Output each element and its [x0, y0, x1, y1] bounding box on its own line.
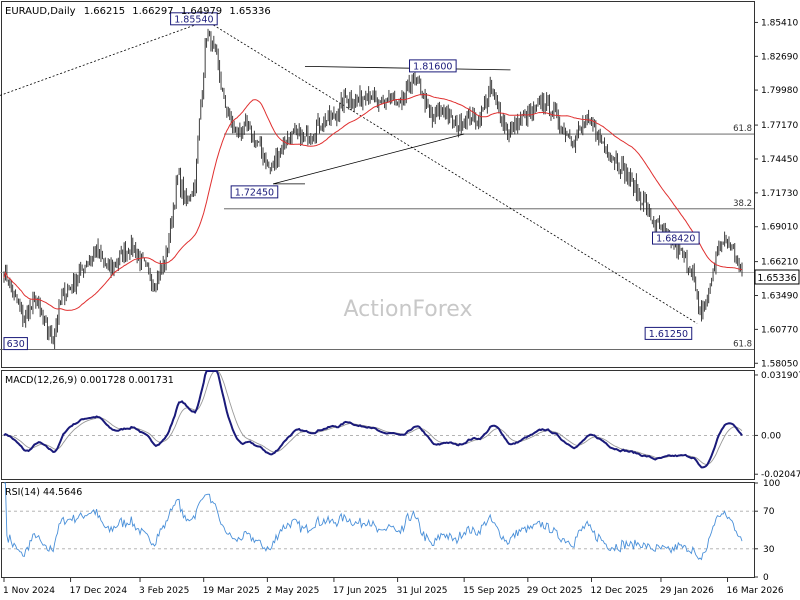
rsi-axis: 100 70 30 0: [754, 479, 780, 583]
trend-line-dotted: [0, 20, 207, 96]
trend-line-solid: [273, 133, 465, 185]
price-axis-label: 1.85410: [761, 18, 798, 28]
candles: [3, 28, 743, 350]
macd-axis-label: 0.031907: [761, 371, 800, 381]
annotation-box: [3, 337, 28, 351]
annotation-label: 1.72450: [235, 187, 274, 198]
price-axis-label: 1.79980: [761, 86, 798, 96]
current-price-label: 1.65336: [757, 273, 796, 284]
price-axis-label: 1.71730: [761, 189, 798, 199]
annotation-box: [644, 326, 693, 340]
time-axis-label: 3 Feb 2025: [139, 586, 189, 596]
rsi-axis-label: 70: [763, 507, 775, 517]
price-panel-frame: [1, 1, 755, 368]
rsi-axis-label: 0: [763, 573, 769, 583]
current-price-box: [754, 269, 800, 285]
time-axis-label: 17 Jun 2025: [333, 586, 387, 596]
price-axis-label: 1.77170: [761, 121, 798, 131]
time-axis: 1 Nov 2024 17 Dec 2024 3 Feb 2025 19 Mar 20…: [3, 577, 784, 596]
time-axis-label: 1 Nov 2024: [3, 586, 55, 596]
macd-axis-label: 0.00: [761, 431, 781, 441]
annotation-box: [409, 59, 457, 73]
annotation-box: [170, 12, 218, 26]
time-axis-label: 16 Mar 2026: [727, 586, 784, 596]
ohlc-open: 1.66215: [84, 6, 125, 17]
price-axis-label: 1.63490: [761, 291, 798, 301]
ohlc-high: 1.66297: [132, 6, 173, 17]
macd-axis-label: -0.020479: [761, 470, 800, 480]
moving-average-line: [3, 93, 743, 311]
symbol-label: EURAUD,Daily: [5, 6, 76, 17]
macd-line: [3, 370, 743, 469]
ohlc-close: 1.65336: [229, 6, 270, 17]
time-axis-label: 12 Dec 2025: [591, 586, 649, 596]
price-annotations: 1.85540 1.81600 1.72450 1.68420 1.61250 630: [3, 12, 700, 351]
rsi-line: [4, 482, 743, 561]
annotation-label: 1.85540: [174, 14, 213, 25]
annotation-label: 1.68420: [656, 234, 695, 245]
price-axis: 1.85410 1.82690 1.79980 1.77170 1.74450 1.717…: [754, 18, 798, 369]
annotation-box: [652, 231, 700, 245]
price-axis-label: 1.60770: [761, 325, 798, 335]
time-axis-label: 19 Mar 2025: [203, 586, 260, 596]
macd-axis: 0.031907 0.00 -0.020479: [754, 371, 800, 480]
macd-title: MACD(12,26,9) 0.001728 0.001731: [5, 375, 174, 386]
macd-panel-frame: [1, 370, 755, 480]
annotation-label: 630: [7, 339, 25, 350]
price-axis-label: 1.69010: [761, 223, 798, 233]
time-axis-label: 29 Oct 2025: [527, 586, 583, 596]
price-axis-label: 1.66210: [761, 258, 798, 268]
rsi-line: [2, 482, 754, 561]
annotation-label: 1.61250: [649, 329, 688, 340]
rsi-axis-label: 100: [763, 479, 780, 489]
moving-average: [3, 93, 743, 311]
trend-line-dotted: [206, 20, 698, 324]
rsi-axis-label: 30: [763, 545, 775, 555]
current-price-marker: 1.65336: [754, 269, 800, 285]
price-axis-label: 1.74450: [761, 155, 798, 165]
fib-level-label: 38.2: [733, 199, 752, 209]
ohlc-low: 1.64979: [181, 6, 222, 17]
fib-levels: 61.8 38.2 61.8: [0, 124, 754, 350]
price-axis-label: 1.82690: [761, 52, 798, 62]
annotation-label: 1.81600: [413, 61, 452, 72]
price-axis-label: 1.58050: [761, 359, 798, 369]
time-axis-label: 31 Jul 2025: [397, 586, 448, 596]
time-axis-label: 17 Dec 2024: [70, 586, 128, 596]
macd-lines: [2, 370, 754, 469]
trend-lines: [0, 20, 698, 324]
time-axis-label: 15 Sep 2025: [463, 586, 520, 596]
time-axis-label: 2 May 2025: [266, 586, 319, 596]
fib-level-label: 61.8: [733, 340, 752, 350]
fib-level-label: 61.8: [733, 124, 752, 134]
annotation-box: [230, 185, 279, 199]
rsi-panel-frame: [1, 482, 755, 578]
watermark: ActionForex: [344, 297, 473, 322]
chart-title: EURAUD,Daily 1.66215 1.66297 1.64979 1.6…: [5, 6, 271, 17]
rsi-title: RSI(14) 44.5646: [5, 487, 82, 498]
time-axis-label: 29 Jan 2026: [660, 586, 714, 596]
resistance-line: [304, 66, 511, 71]
